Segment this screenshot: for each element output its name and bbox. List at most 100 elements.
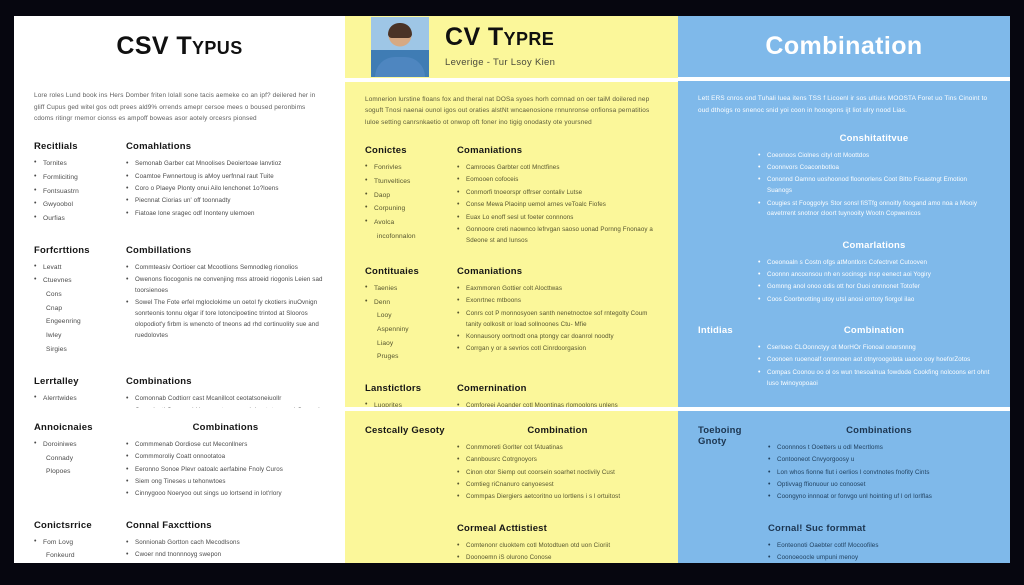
section-content-title: Cormeal Acttistiest	[457, 522, 548, 534]
section-content-column: Combinations Comonnab Codtiorr cast Mcan…	[126, 376, 325, 408]
list-item: Comforeei Aoander cotl Moontinas rlomool…	[457, 400, 658, 407]
section-content-list: Coeonoaln s Costn ofgs atMontlors Cofect…	[758, 257, 990, 306]
poster-frame: CSV Typus Lore roles Lund book ins Hers …	[14, 16, 1010, 563]
list-item: Doonoemn iS olurono Conose	[457, 552, 658, 563]
section-content-column: Combination Conmmoreti Gorlter cot fAtua…	[457, 425, 658, 505]
list-item: Daop	[365, 188, 449, 202]
section-block: Annoicnaies Doroiniwes Connady Plopoes C…	[34, 422, 325, 502]
list-item: Corpuning	[365, 202, 449, 215]
section-content-column: Connal Faxcttions Sonnionab Gortton cach…	[126, 520, 325, 563]
section-label-column: Toeboing Gnoty	[698, 425, 768, 505]
page-title: CV Typre	[445, 23, 555, 52]
section-content-title: Comernination	[457, 383, 527, 395]
list-item: Owenons fiocogonis ne convenjing mss atr…	[126, 274, 325, 297]
list-item: Looy	[377, 312, 392, 320]
list-item: Ttunveltices	[365, 175, 449, 188]
header-divider	[345, 77, 678, 82]
list-item: Lon whos fionne flut i oerlios l convtno…	[768, 467, 990, 479]
section-label-column	[698, 133, 758, 222]
section-label-column	[698, 523, 768, 563]
list-item: Luoprites	[365, 399, 449, 407]
section-label-column: Lerrtalley Alerrtwides Lenoe lulles Loit…	[34, 376, 126, 408]
list-item: Denn	[365, 296, 449, 309]
section-block: Lerrtalley Alerrtwides Lenoe lulles Loit…	[34, 376, 325, 408]
section-label-column	[365, 523, 457, 563]
panel-header-cv-typre: CV Typre Leverige - Tur Lsoy Kien	[345, 16, 678, 78]
section-content-column: Combinations Coonnnos t Ooetters u odl M…	[768, 425, 990, 505]
list-item: Cnap	[46, 304, 63, 312]
list-item: Coamtoe Fwnnertoug is aMoy uerfnnal raut…	[126, 171, 325, 183]
section-label-title: Intidias	[698, 325, 733, 337]
section-label-list: Levatt Ctuevnes Cons Cnap Engeenring Iwl…	[34, 261, 118, 356]
list-item: Commmenab Oordiose cut Meconllners	[126, 439, 325, 451]
section-content-title: Combinations	[126, 375, 192, 387]
panel-csv-typus: CSV Typus Lore roles Lund book ins Hers …	[14, 16, 345, 563]
section-content-list: Commteasiv Oortioer cat Mcootlions Semno…	[126, 262, 325, 342]
list-item: Alerrtwides	[34, 392, 118, 405]
list-item: Doroiniwes	[34, 438, 118, 451]
panel-bottom-combination: Toeboing Gnoty Combinations Coonnnos t O…	[678, 411, 1010, 563]
section-content-list: Comonnab Codtiorr cast Mcanillcot ceotat…	[126, 393, 325, 408]
section-content-column: Conshitatitvue Coeonoos Ciolnes cityl ot…	[758, 133, 990, 222]
list-item: Semonab Garber cat Mnoolises Deoiertoae …	[126, 158, 325, 170]
section-label-title: Forfcrttions	[34, 244, 90, 256]
section-block: Cestcally Gesoty Combination Conmmoreti …	[365, 425, 658, 505]
section-label-column: Conictes Fonrivles Ttunveltices Daop Cor…	[365, 145, 457, 248]
header-divider	[678, 77, 1010, 81]
avatar	[371, 16, 429, 77]
section-content-list: Comtenonr cluoktem cotl Motodtuen otd uo…	[457, 540, 658, 563]
list-item: Cougies st Fooggolys Stor sonsl fiSTfg o…	[758, 198, 990, 221]
list-item: Optivvag ffionuour uo conooset	[768, 479, 990, 491]
list-item: Commmoroliy Coatt onnootatoa	[126, 451, 325, 463]
list-item: Coonoeoocle umpuni menoy	[768, 552, 990, 563]
section-label-title: Contituaies	[365, 266, 419, 278]
list-item: Pruges	[377, 353, 399, 361]
section-content-title: Combillations	[126, 244, 192, 256]
section-label-title: Conictes	[365, 145, 407, 157]
section-content-list: Eaxmmoren Gottier colt Alocttwas Exonrtn…	[457, 283, 658, 355]
list-item: Cinon otor Siemp out coorsein soarhet no…	[457, 467, 658, 479]
panel-body-cv-typre: Lomnerion lurstine floans fox and theral…	[345, 82, 678, 407]
section-label-list: Taenies Denn Looy Aspenniny Liaoy Pruges	[365, 282, 449, 364]
section-block: Recitlials Tornites Formliciting Fontsua…	[34, 141, 325, 226]
section-content-title: Comahlations	[126, 141, 192, 153]
section-label-column: Annoicnaies Doroiniwes Connady Plopoes	[34, 422, 126, 502]
section-label-column: Cestcally Gesoty	[365, 425, 457, 505]
panel-header-combination: Combination	[678, 16, 1010, 77]
list-item: Plopoes	[46, 468, 71, 476]
bottom-divider	[345, 407, 678, 411]
section-block: Toeboing Gnoty Combinations Coonnnos t O…	[698, 425, 990, 505]
section-content-title: Combinations	[846, 425, 912, 436]
panel-body-combination: Lett ERS cnros ond Tuhali luea itens TSS…	[678, 81, 1010, 407]
section-content-column: Comaniations Camroces Garbter cotl Mnctf…	[457, 145, 658, 248]
list-item: Konnausory oortnodt ona ptongy car doanr…	[457, 331, 658, 343]
section-label-column: Forfcrttions Levatt Ctuevnes Cons Cnap E…	[34, 245, 126, 358]
page-subtitle: Leverige - Tur Lsoy Kien	[445, 57, 556, 69]
section-label-title: Annoicnaies	[34, 422, 93, 433]
section-block: Lanstictlors Luoprites Pruy Pornnerolcig…	[365, 383, 658, 407]
page-title: CSV Typus	[116, 32, 243, 61]
panel-cv-typre: CV Typre Leverige - Tur Lsoy Kien Lomner…	[345, 16, 678, 563]
list-item: Coro o Plaeye Plonty onui Ailo lenchonet…	[126, 183, 325, 195]
section-content-title: Cornal! Suc formmat	[768, 522, 866, 534]
list-item: Cons	[46, 291, 62, 299]
list-item: Avolca	[365, 216, 449, 229]
intro-paragraph: Lore roles Lund book ins Hers Domber fri…	[34, 91, 316, 123]
list-item: Ourfias	[34, 212, 118, 225]
list-item: Conrnorfi tnoeorspr offrser contaliv Lut…	[457, 187, 658, 199]
list-item: Piecnnat Ciorias un' off toonnadty	[126, 195, 325, 207]
list-item: Cserloeo CLOonnctyy ot MorHOr Fionoal on…	[758, 342, 990, 354]
section-label-title: Cestcally Gesoty	[365, 425, 445, 436]
section-content-column: Comarlations Coeonoaln s Costn ofgs atMo…	[758, 240, 990, 307]
section-label-list: Alerrtwides Lenoe lulles Loity	[34, 392, 118, 408]
list-item: Comtieg riCnanuro canyoesest	[457, 479, 658, 491]
section-content-title: Conshitatitvue	[839, 132, 909, 144]
list-item: Siem ong Tineses u tehonwtoes	[126, 476, 325, 488]
list-item: Gwyoobol	[34, 198, 118, 211]
list-item: Commteasiv Oortioer cat Mcootlions Semno…	[126, 262, 325, 274]
section-label-column: Contituaies Taenies Denn Looy Aspenniny …	[365, 266, 457, 365]
list-item: Iwley	[46, 332, 62, 340]
list-item: Coos Coorbnotting utoy utsl anosi orrtot…	[758, 294, 990, 306]
list-item: Comonnab Codtiorr cast Mcanillcot ceotat…	[126, 393, 325, 405]
section-label-column: Lanstictlors Luoprites Pruy Pornnerolcig…	[365, 383, 457, 407]
